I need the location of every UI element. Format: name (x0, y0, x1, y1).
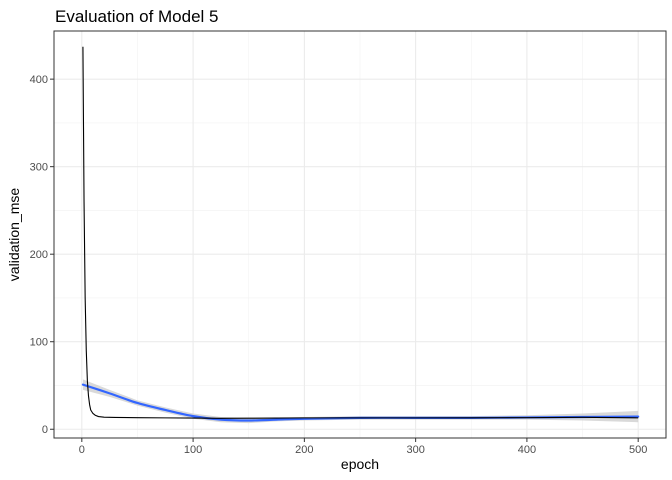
y-axis-label: validation_mse (6, 188, 22, 282)
y-tick-label: 400 (30, 74, 48, 86)
y-tick-label: 200 (30, 249, 48, 261)
plot-area (53, 30, 667, 439)
x-tick-label: 0 (79, 444, 85, 456)
y-axis: 0 100 200 300 400 (30, 74, 54, 436)
x-tick-label: 300 (406, 444, 424, 456)
x-tick-label: 400 (518, 444, 536, 456)
validation-mse-line (82, 46, 639, 419)
y-tick-label: 100 (30, 337, 48, 349)
series-layer (81, 46, 640, 422)
panel-border (53, 30, 667, 439)
x-tick-label: 200 (295, 444, 313, 456)
confidence-band-layer (82, 379, 639, 424)
x-axis-label: epoch (341, 456, 379, 472)
minor-gridlines (54, 31, 666, 438)
y-tick-label: 300 (30, 162, 48, 174)
x-tick-label: 500 (629, 444, 647, 456)
x-tick-label: 100 (184, 444, 202, 456)
x-axis: 0 100 200 300 400 500 (79, 438, 647, 456)
y-tick-label: 0 (42, 424, 48, 436)
major-gridlines (54, 31, 666, 438)
chart-title: Evaluation of Model 5 (55, 7, 219, 26)
confidence-band (82, 379, 639, 424)
